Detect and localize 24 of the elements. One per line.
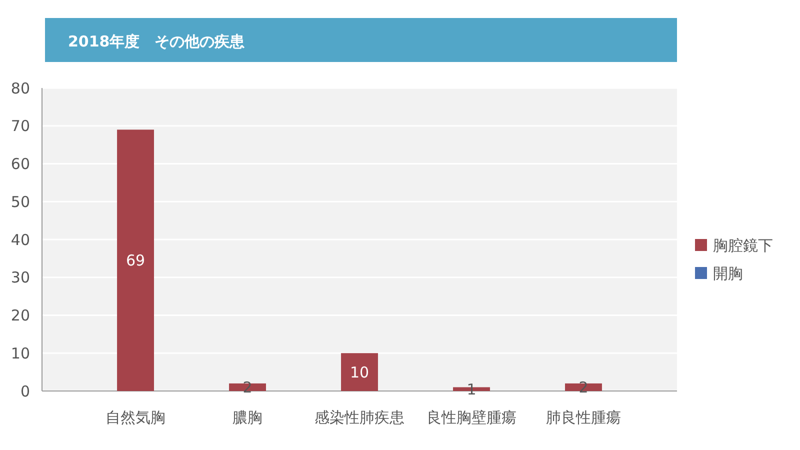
y-tick-label: 80: [10, 79, 30, 98]
bar: [565, 383, 602, 391]
x-tick-label: 良性胸壁腫瘍: [426, 408, 516, 426]
x-tick-label: 感染性肺疾患: [314, 408, 404, 426]
data-label: 10: [350, 363, 370, 382]
y-tick-label: 40: [10, 230, 30, 249]
legend-label: 開胸: [713, 264, 743, 282]
data-label: 1: [466, 380, 476, 398]
data-label: 69: [126, 252, 146, 270]
bar: [229, 383, 266, 391]
bar: [117, 130, 154, 391]
chart-title: 2018年度 その他の疾患: [68, 32, 246, 50]
y-tick-label: 30: [10, 268, 30, 287]
x-tick-label: 自然気胸: [106, 408, 166, 426]
y-tick-label: 10: [10, 344, 30, 362]
y-tick-label: 60: [10, 155, 30, 173]
y-tick-label: 70: [10, 117, 30, 136]
x-tick-label: 膿胸: [232, 408, 263, 426]
legend-label: 胸腔鏡下: [713, 236, 773, 254]
bar: [341, 353, 378, 391]
y-tick-label: 50: [10, 192, 30, 211]
x-tick-label: 肺良性腫瘍: [546, 408, 621, 426]
y-tick-label: 0: [20, 382, 30, 400]
y-tick-label: 20: [10, 306, 30, 324]
